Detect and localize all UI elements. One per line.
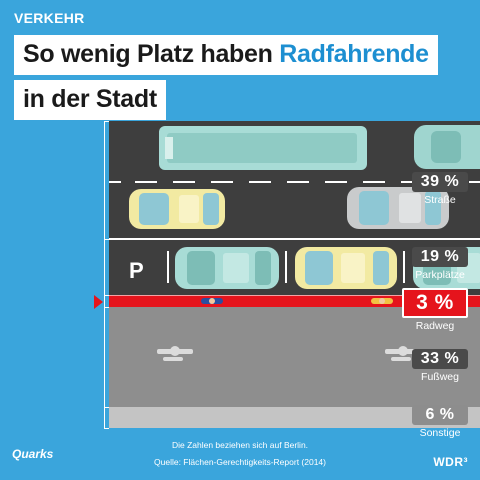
label-parkplaetze: 19 % Parkplätze bbox=[412, 247, 468, 281]
car-icon-yellow-road bbox=[129, 189, 225, 229]
scale-axis bbox=[104, 121, 105, 428]
highlight-arrow-icon bbox=[94, 295, 103, 309]
scale-tick bbox=[104, 239, 109, 240]
label-fussweg: 33 % Fußweg bbox=[412, 349, 468, 383]
segment-caption: Fußweg bbox=[421, 371, 459, 383]
label-sonstige: 6 % Sonstige bbox=[412, 405, 468, 439]
percent-badge: 39 % bbox=[412, 172, 468, 192]
category-tag: VERKEHR bbox=[14, 10, 85, 26]
scale-tick bbox=[104, 307, 109, 308]
car-icon-teal-parked-1 bbox=[175, 247, 279, 289]
car-icon-grey-road bbox=[347, 187, 449, 229]
footnote: Die Zahlen beziehen sich auf Berlin. bbox=[171, 440, 309, 450]
segment-caption: Radweg bbox=[415, 320, 455, 332]
quarks-logo: Quarks bbox=[12, 447, 54, 461]
curb-line bbox=[109, 238, 480, 240]
other-area bbox=[109, 407, 480, 428]
title-highlight: Radfahrende bbox=[279, 40, 429, 68]
title-line-1: So wenig Platz haben Radfahrende bbox=[14, 35, 438, 75]
cyclist-icon-2 bbox=[371, 298, 393, 304]
car-icon-teal-top bbox=[414, 125, 480, 169]
wdr-logo: WDR³ bbox=[433, 455, 468, 469]
parking-dividers bbox=[167, 251, 405, 283]
segment-caption: Parkplätze bbox=[415, 269, 465, 281]
label-strasse: 39 % Straße bbox=[412, 172, 468, 206]
cyclist-icon-1 bbox=[201, 298, 223, 304]
label-radweg: 3 % Radweg bbox=[402, 288, 468, 332]
bike-lane-edge bbox=[109, 295, 480, 296]
scale-tick bbox=[104, 428, 109, 429]
title-line-1-start: So wenig Platz haben bbox=[23, 40, 280, 68]
parking-sign-icon: P bbox=[129, 258, 144, 283]
scale-tick bbox=[104, 121, 109, 122]
pedestrian-icon-1 bbox=[157, 346, 193, 361]
source-note: Quelle: Flächen-Gerechtigkeits-Report (2… bbox=[154, 457, 326, 467]
percent-badge-highlight: 3 % bbox=[402, 288, 468, 318]
segment-caption: Sonstige bbox=[419, 427, 461, 439]
percent-badge: 19 % bbox=[412, 247, 468, 267]
percent-badge: 33 % bbox=[412, 349, 468, 369]
scale-tick bbox=[104, 407, 109, 408]
segment-caption: Straße bbox=[424, 194, 456, 206]
percent-badge: 6 % bbox=[412, 405, 468, 425]
bus-icon bbox=[159, 126, 367, 170]
title-line-2: in der Stadt bbox=[14, 80, 166, 120]
car-icon-yellow-parked bbox=[295, 247, 397, 289]
scale-tick bbox=[104, 295, 109, 296]
street-scene: P bbox=[109, 121, 480, 428]
